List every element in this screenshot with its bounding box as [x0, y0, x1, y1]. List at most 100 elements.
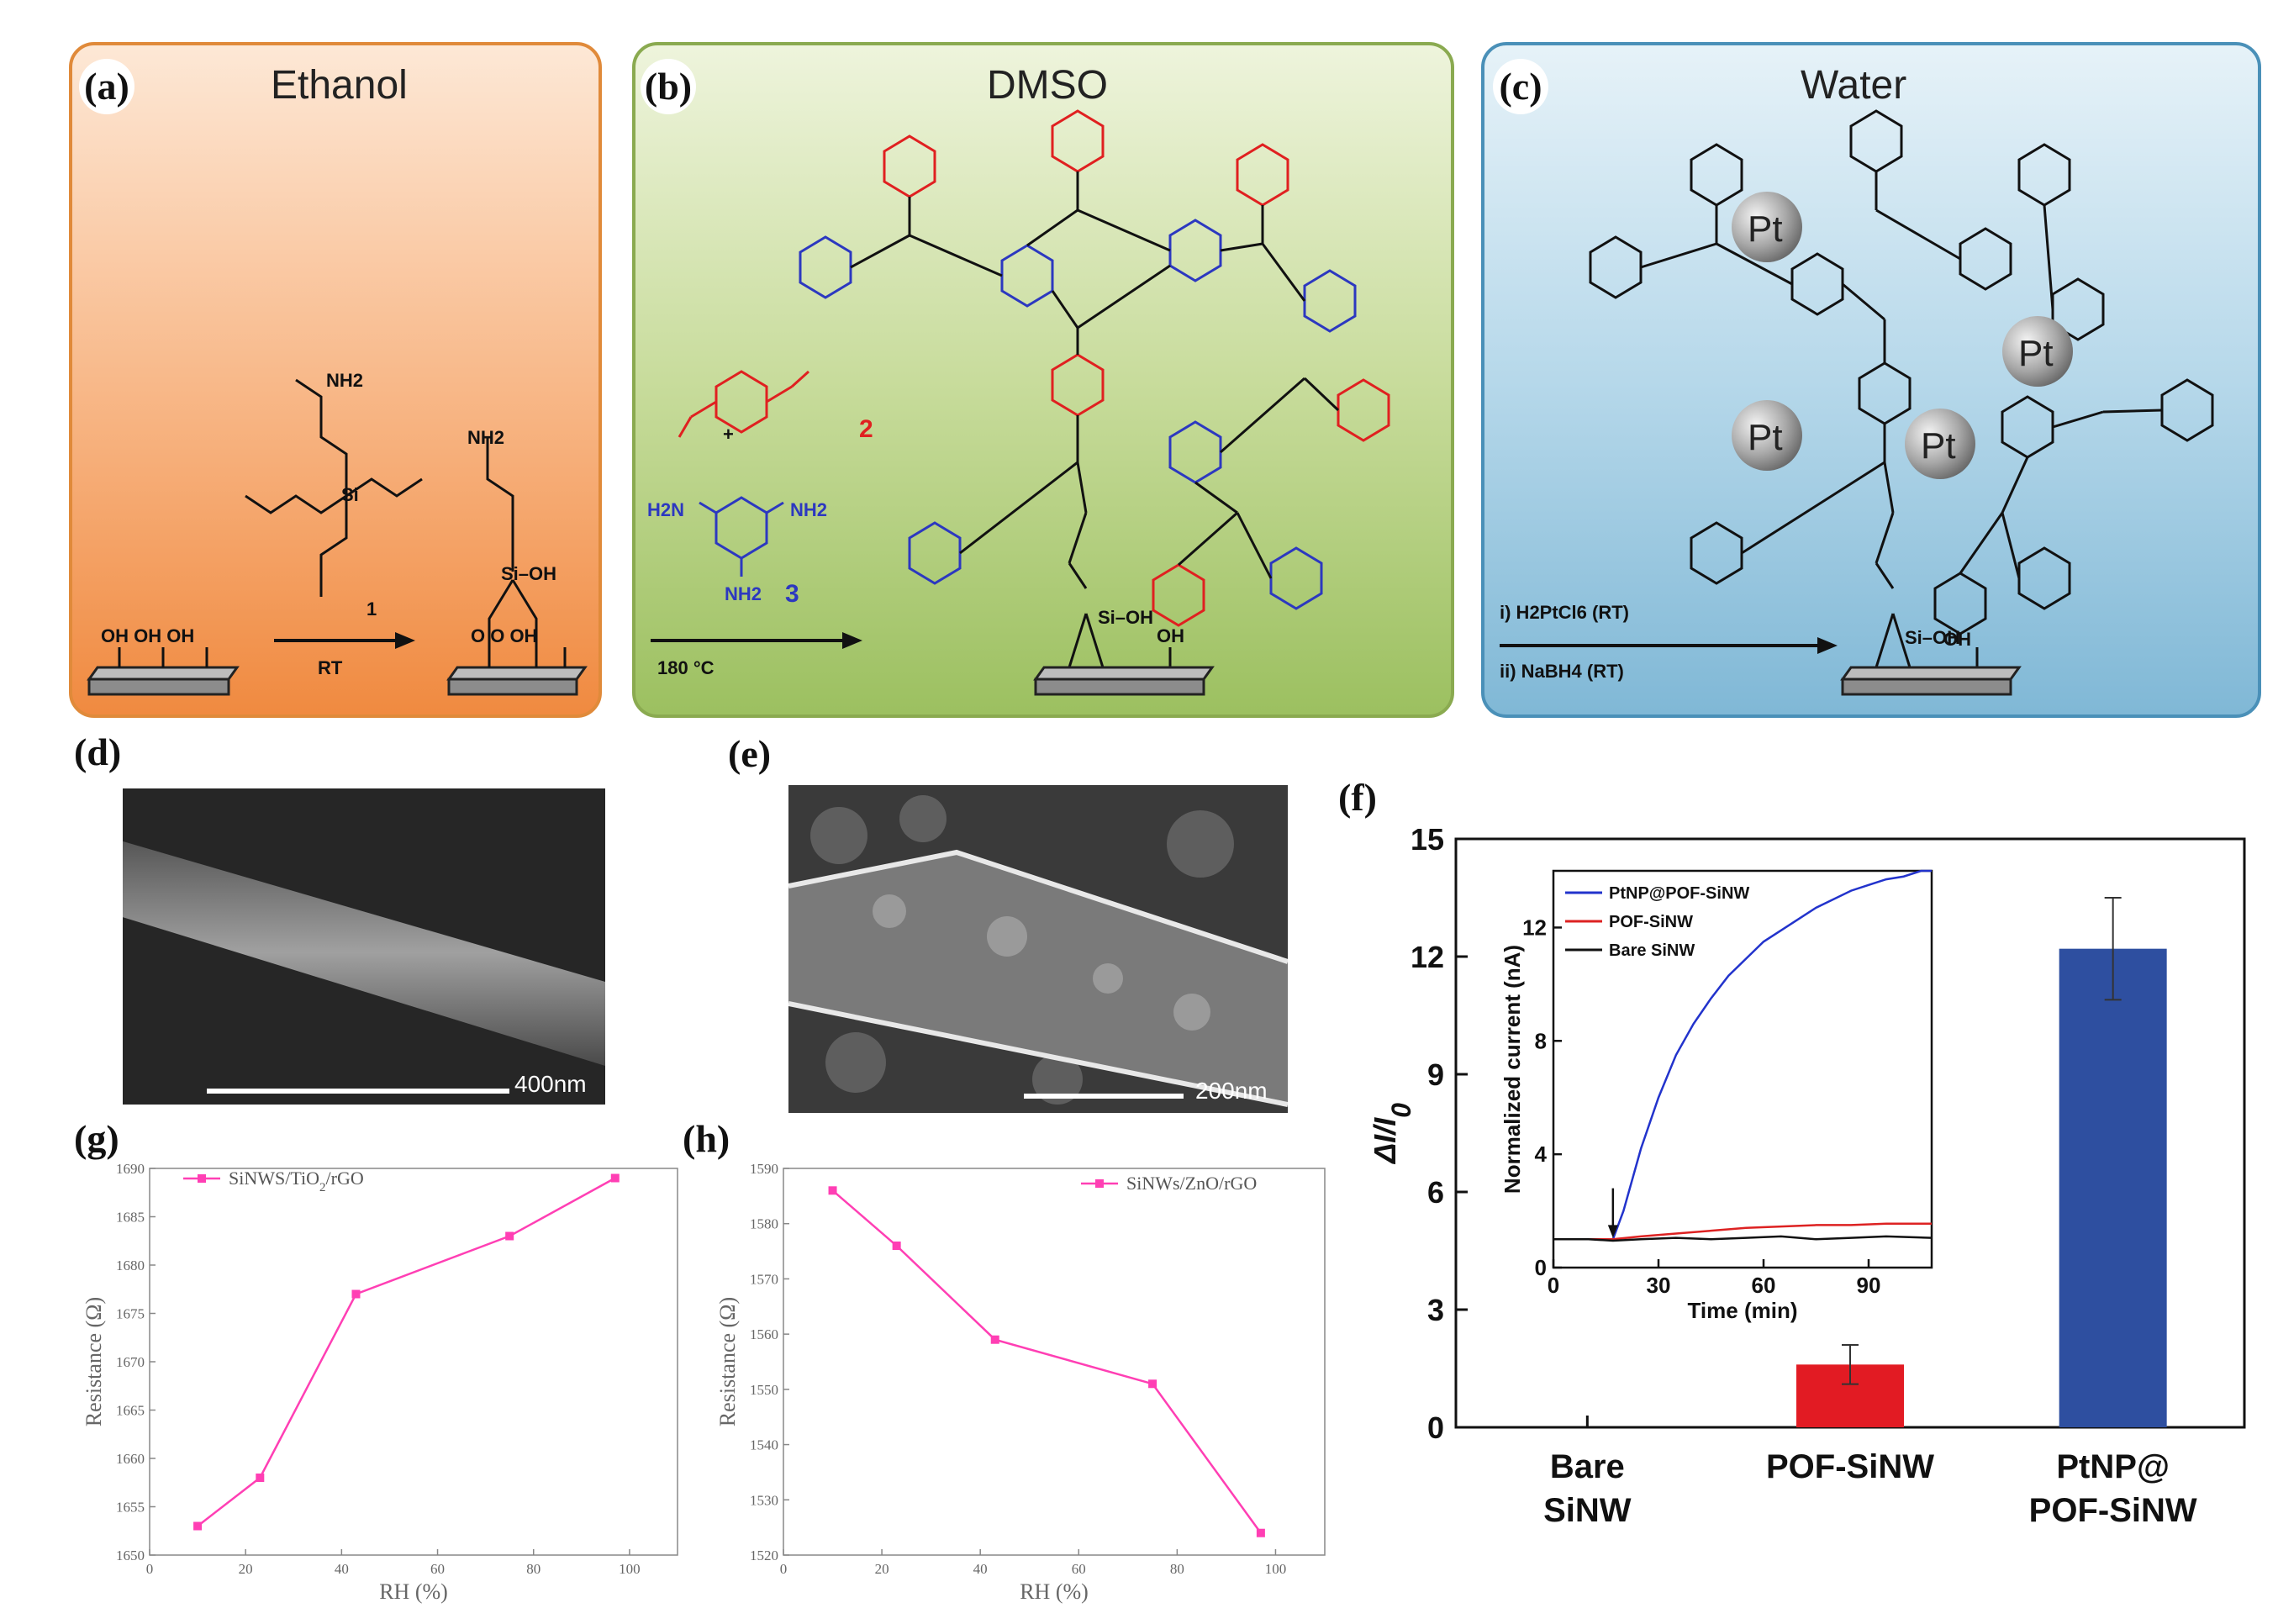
x-tick-label: 80	[1170, 1561, 1184, 1577]
inset-frame	[1552, 869, 1933, 1269]
data-point	[505, 1231, 514, 1241]
arrow-label-180c: 180 °C	[657, 657, 715, 678]
substrate-slab-right	[446, 666, 588, 696]
pt-label-1: Pt	[1748, 208, 1783, 250]
inset-y-tick-label: 4	[1535, 1142, 1548, 1167]
inset-y-tick-label: 12	[1522, 915, 1547, 940]
substrate-slab-c	[1840, 666, 2022, 696]
data-point	[892, 1242, 901, 1250]
network-c-oh: OH	[1943, 629, 1971, 650]
sem-image-e	[788, 785, 1288, 1113]
arrow-label-rt: RT	[318, 657, 343, 678]
inset-y-axis-label: Normalized current (nA)	[1500, 945, 1525, 1194]
panel-c-solvent: Water	[1801, 63, 1907, 108]
panel-d-label: (d)	[74, 730, 122, 773]
nanowire-e	[788, 852, 1288, 1105]
panel-a-scheme	[87, 378, 588, 696]
product-skeleton	[486, 437, 514, 572]
data-point	[1148, 1379, 1157, 1389]
reagent-number-2: 2	[859, 415, 873, 443]
inset-series-line	[1553, 1222, 1932, 1241]
x-tick-label: 80	[526, 1561, 540, 1577]
pt-nanoparticle-2	[2002, 316, 2073, 387]
x-tick-label: 60	[430, 1561, 445, 1577]
data-point	[351, 1289, 361, 1299]
y-tick-label: 1660	[116, 1451, 145, 1467]
category-label: Bare	[1550, 1448, 1625, 1485]
category-label: POF-SiNW	[1766, 1448, 1934, 1485]
pt-label-3: Pt	[1748, 417, 1783, 458]
inset-x-axis-label: Time (min)	[1688, 1298, 1798, 1323]
x-tick-label: 40	[973, 1561, 988, 1577]
data-point	[256, 1474, 265, 1482]
y-tick-label: 1520	[750, 1548, 778, 1563]
panel-a-ethanol	[69, 42, 602, 718]
x-tick-label: 60	[1072, 1561, 1086, 1577]
surface-oh-labels: OH OH OH	[101, 625, 195, 646]
legend-label: SiNWs/ZnO/rGO	[1126, 1173, 1257, 1194]
network-c-si-oh: Si–OH	[1905, 627, 1961, 648]
y-tick-label: 1680	[116, 1258, 145, 1273]
melamine-nh2-right: NH2	[790, 499, 828, 520]
y-tick-label: 1570	[750, 1271, 778, 1287]
plus-sign: +	[723, 424, 734, 445]
legend-label: SiNWS/TiO2/rGO	[229, 1168, 364, 1194]
reagent-number-3: 3	[785, 580, 799, 608]
x-axis-label: RH (%)	[379, 1579, 448, 1604]
reagent-nh2: NH2	[326, 370, 364, 391]
panel-a-label: (a)	[79, 59, 134, 114]
panel-a-solvent: Ethanol	[271, 63, 408, 108]
panel-c-scheme	[1500, 109, 2214, 696]
substrate-slab-b	[1033, 666, 1215, 696]
y-axis-label: ΔI/I0	[1368, 1103, 1416, 1165]
panel-b-dmso	[632, 42, 1454, 718]
bar	[2059, 948, 2167, 1427]
melamine	[699, 496, 784, 577]
inset-event-arrowhead	[1607, 1225, 1618, 1238]
product-nh2: NH2	[467, 427, 505, 448]
x-tick-label: 20	[875, 1561, 889, 1577]
plot-frame	[783, 1168, 1326, 1556]
pt-nanoparticle-4	[1905, 409, 1975, 479]
data-point	[610, 1173, 620, 1183]
y-tick-label: 1550	[750, 1382, 778, 1398]
y-tick-label: 3	[1427, 1293, 1444, 1327]
y-tick-label: 1580	[750, 1216, 778, 1232]
step1-reagent: i) H2PtCl6 (RT)	[1500, 602, 1629, 623]
pof-network	[1589, 109, 2214, 668]
y-tick-label: 1655	[116, 1500, 145, 1516]
category-label: SiNW	[1543, 1492, 1632, 1529]
data-point	[990, 1335, 999, 1344]
pt-nanoparticle-1	[1732, 192, 1802, 262]
chart-g: 0 20 40 60 80 100 1650 1655 1660 1665 1670 1675 1680…	[82, 1161, 678, 1604]
panel-e-label: (e)	[728, 732, 772, 775]
pt-nanoparticle-3	[1732, 400, 1802, 471]
data-point	[1256, 1528, 1265, 1537]
panel-b-label: (b)	[641, 59, 696, 114]
y-tick-label: 15	[1411, 822, 1444, 857]
panel-c-label: (c)	[1493, 59, 1548, 114]
inset-x-tick-label: 30	[1647, 1273, 1671, 1298]
x-tick-label: 100	[619, 1561, 641, 1577]
category-label: POF-SiNW	[2029, 1492, 2197, 1529]
y-tick-label: 1690	[116, 1161, 145, 1177]
inset-series-line	[1553, 1235, 1933, 1242]
substrate-slab-left	[87, 666, 240, 696]
x-tick-label: 0	[146, 1561, 154, 1577]
y-tick-label: 0	[1427, 1410, 1444, 1445]
panel-c-water	[1481, 42, 2261, 718]
plot-frame	[149, 1168, 678, 1556]
surface-oh-bonds	[118, 647, 208, 667]
y-tick-label: 6	[1427, 1175, 1444, 1210]
reagent-si: Si	[341, 484, 359, 505]
y-axis-label: Resistance (Ω)	[715, 1297, 740, 1426]
y-tick-label: 1670	[116, 1354, 145, 1370]
panel-b-scheme	[651, 109, 1390, 696]
data-point	[193, 1521, 203, 1531]
x-tick-label: 40	[335, 1561, 349, 1577]
melamine-nh2-bottom: NH2	[725, 583, 762, 604]
pt-label-4: Pt	[1921, 425, 1956, 467]
scale-text-d: 400nm	[514, 1071, 587, 1097]
panel-g-label: (g)	[74, 1117, 119, 1160]
x-axis-label: RH (%)	[1020, 1579, 1089, 1604]
